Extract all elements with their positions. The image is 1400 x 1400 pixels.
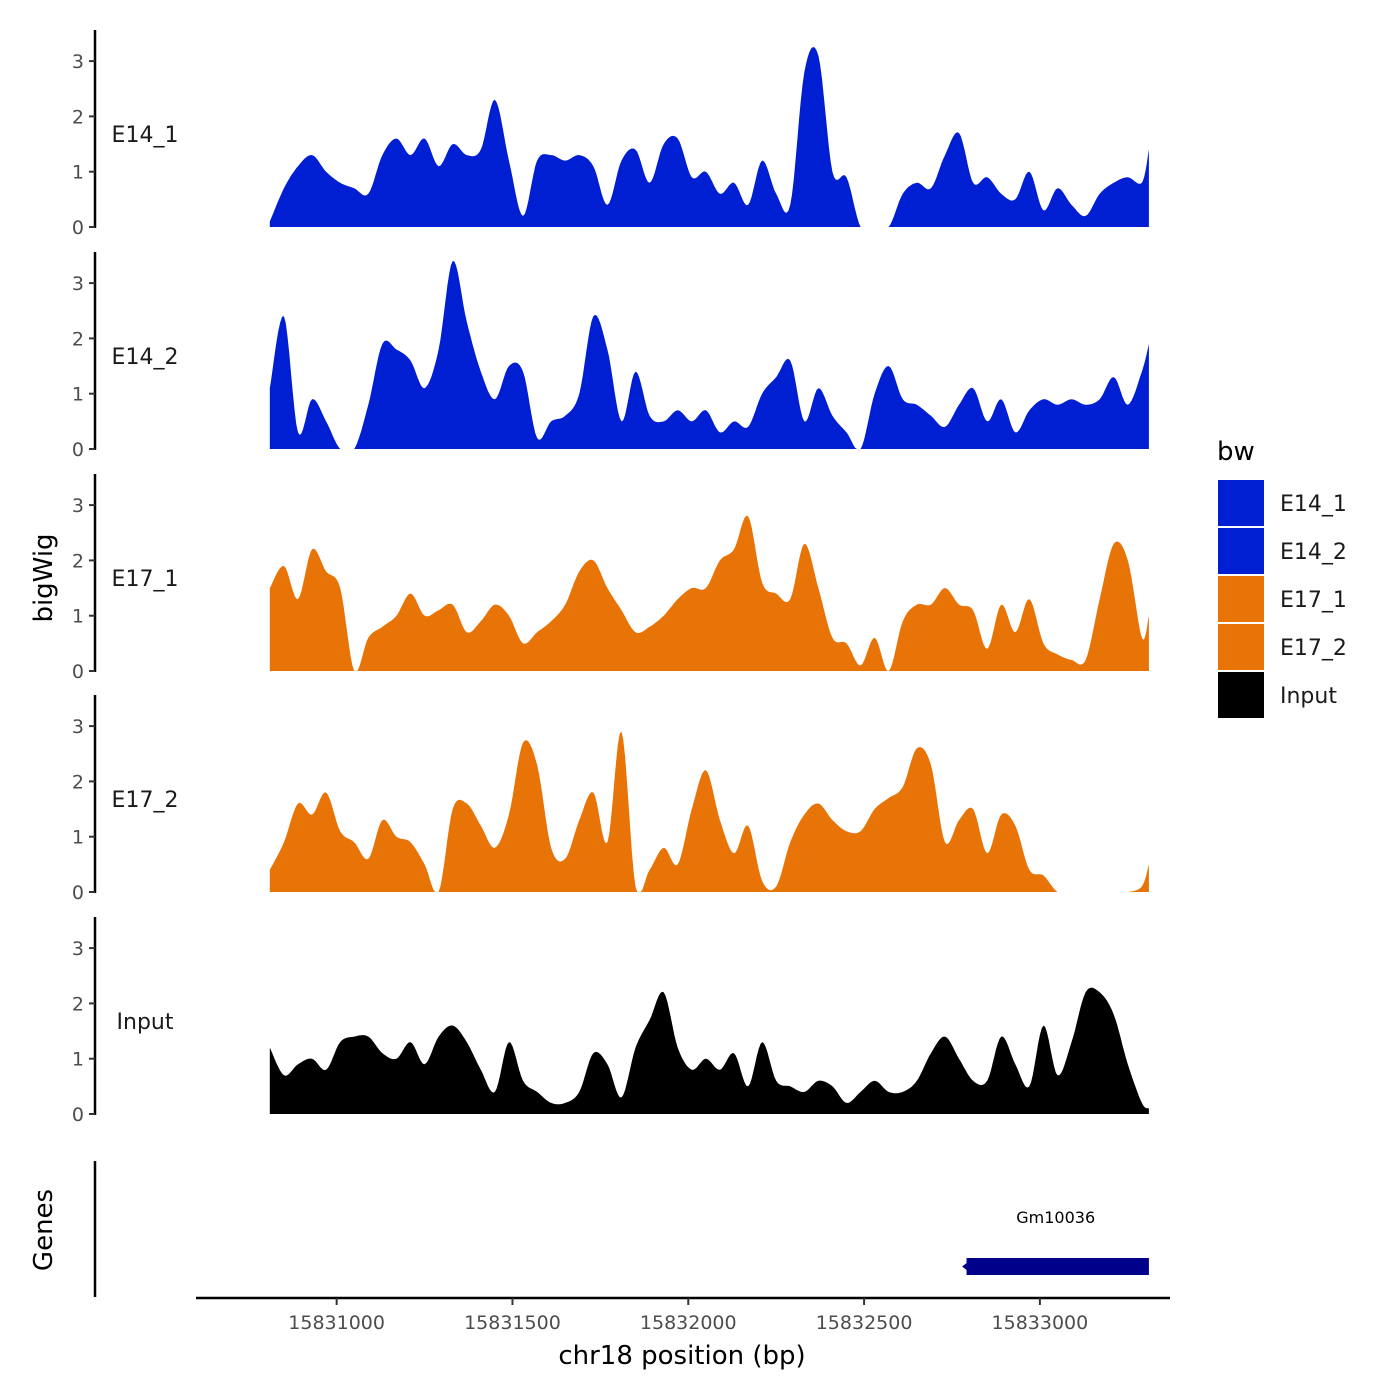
legend-entry: Input xyxy=(1218,672,1337,718)
gene-body xyxy=(966,1258,1149,1275)
x-tick-label: 15833000 xyxy=(992,1312,1089,1334)
y-tick-label: 3 xyxy=(72,273,84,295)
track-e17-1: 0 1 2 3 E17_1 xyxy=(72,474,1149,683)
legend-swatch xyxy=(1218,624,1264,670)
legend-title: bw xyxy=(1217,437,1255,467)
y-tick-label: 0 xyxy=(72,882,84,904)
y-tick-label: 1 xyxy=(72,1049,84,1071)
genes-track: Gm10036 xyxy=(93,1161,1149,1297)
x-tick-label: 15831500 xyxy=(464,1312,561,1334)
signal-area xyxy=(269,515,1149,671)
y-tick-label: 1 xyxy=(72,384,84,406)
y-tick-label: 1 xyxy=(72,606,84,628)
gene-label: Gm10036 xyxy=(1016,1208,1095,1227)
y-tick-label: 0 xyxy=(72,217,84,239)
x-axis-title: chr18 position (bp) xyxy=(558,1341,805,1371)
track-e14-2: 0 1 2 3 E14_2 xyxy=(72,252,1149,461)
y-tick-label: 0 xyxy=(72,439,84,461)
strand-arrow xyxy=(962,1259,973,1274)
y-tick-label: 2 xyxy=(72,550,84,572)
x-tick-label: 15832000 xyxy=(640,1312,737,1334)
y-axis-title: bigWig xyxy=(29,533,59,622)
x-axis: 15831000 15831500 15832000 15832500 15833000 xyxy=(196,1296,1170,1334)
track-label: E17_2 xyxy=(112,788,179,813)
tracks-layer: 0 1 2 3 E14_1 0 1 2 3 E14_2 0 1 2 3 E17_1 0 1 2 3 E17_2 0 1 2 3… xyxy=(72,30,1149,1126)
y-tick-label: 0 xyxy=(72,661,84,683)
y-tick-label: 2 xyxy=(72,771,84,793)
legend-entry: E14_1 xyxy=(1218,480,1347,526)
legend-entry: E17_1 xyxy=(1218,576,1347,622)
legend-label: E14_1 xyxy=(1280,492,1347,517)
legend-swatch xyxy=(1218,528,1264,574)
track-label: E17_1 xyxy=(112,567,179,592)
track-label: E14_1 xyxy=(112,123,179,148)
legend-swatch xyxy=(1218,576,1264,622)
track-e14-1: 0 1 2 3 E14_1 xyxy=(72,30,1149,239)
track-label: Input xyxy=(117,1010,174,1035)
y-tick-label: 3 xyxy=(72,495,84,517)
y-tick-label: 1 xyxy=(72,162,84,184)
genes-axis-title: Genes xyxy=(29,1189,59,1271)
y-tick-label: 3 xyxy=(72,716,84,738)
x-tick-label: 15831000 xyxy=(288,1312,385,1334)
legend-label: E14_2 xyxy=(1280,540,1347,565)
y-tick-label: 0 xyxy=(72,1104,84,1126)
y-tick-label: 3 xyxy=(72,51,84,73)
legend-label: Input xyxy=(1280,684,1337,709)
legend-label: E17_2 xyxy=(1280,636,1347,661)
y-tick-label: 1 xyxy=(72,827,84,849)
track-label: E14_2 xyxy=(112,345,179,370)
x-tick-label: 15832500 xyxy=(816,1312,913,1334)
legend: bw E14_1 E14_2 E17_1 E17_2 Input xyxy=(1217,437,1347,718)
y-tick-label: 2 xyxy=(72,993,84,1015)
signal-area xyxy=(269,47,1149,227)
y-tick-label: 3 xyxy=(72,938,84,960)
signal-area xyxy=(269,987,1149,1114)
legend-swatch xyxy=(1218,480,1264,526)
y-tick-label: 2 xyxy=(72,328,84,350)
track-input: 0 1 2 3 Input xyxy=(72,917,1149,1126)
legend-entry: E17_2 xyxy=(1218,624,1347,670)
legend-entry: E14_2 xyxy=(1218,528,1347,574)
gene-model: Gm10036 xyxy=(962,1208,1149,1275)
signal-area xyxy=(269,731,1149,892)
y-tick-label: 2 xyxy=(72,106,84,128)
legend-label: E17_1 xyxy=(1280,588,1347,613)
track-e17-2: 0 1 2 3 E17_2 xyxy=(72,695,1149,904)
legend-swatch xyxy=(1218,672,1264,718)
signal-area xyxy=(269,261,1149,449)
